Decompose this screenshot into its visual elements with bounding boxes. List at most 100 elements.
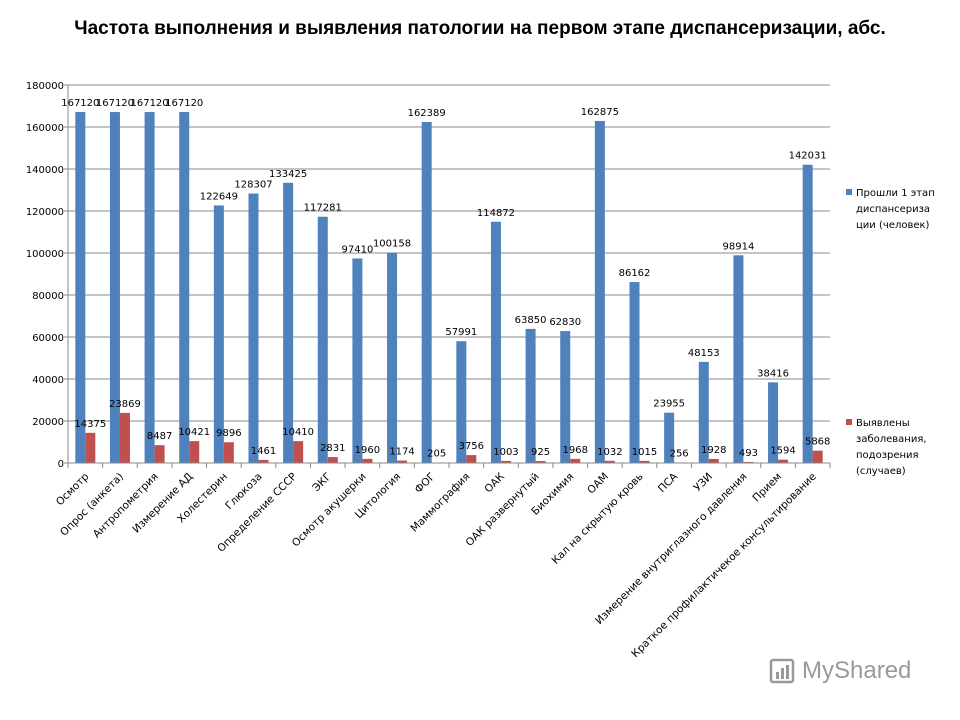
bar-detected — [223, 442, 234, 463]
data-label: 3756 — [459, 441, 484, 452]
bar-detected — [500, 460, 511, 463]
data-label: 23869 — [109, 399, 141, 410]
data-label: 8487 — [147, 431, 172, 442]
x-category-label: ОАК — [482, 470, 507, 495]
bar-passed — [109, 112, 120, 463]
bar-passed — [352, 258, 363, 463]
data-label: 167120 — [61, 98, 99, 109]
legend-label: Прошли 1 этап — [856, 188, 935, 199]
data-label: 1003 — [493, 447, 518, 458]
data-label: 62830 — [549, 317, 581, 328]
bar-detected — [189, 441, 200, 463]
data-label: 114872 — [477, 208, 515, 219]
data-label: 98914 — [723, 241, 755, 252]
data-label: 1960 — [355, 445, 380, 456]
legend-label: диспансериза — [856, 204, 930, 215]
bar-passed — [75, 112, 86, 463]
bar-passed — [802, 164, 813, 463]
data-label: 86162 — [619, 268, 651, 279]
data-label: 10421 — [178, 427, 210, 438]
y-tick-label: 40000 — [32, 375, 64, 386]
data-label: 167120 — [165, 98, 203, 109]
bar-detected — [604, 460, 615, 463]
data-label: 167120 — [96, 98, 134, 109]
legend-label: ции (человек) — [856, 220, 930, 231]
y-tick-label: 60000 — [32, 333, 64, 344]
bar-detected — [362, 458, 373, 463]
data-label: 57991 — [445, 327, 477, 338]
chart-logo-icon — [769, 658, 795, 684]
data-label: 5868 — [805, 437, 830, 448]
data-label: 142031 — [789, 151, 827, 162]
x-category-label: ФОГ — [413, 471, 438, 496]
x-category-label: ПСА — [656, 470, 681, 495]
legend-swatch — [846, 189, 852, 195]
data-label: 9896 — [216, 428, 241, 439]
bar-passed — [490, 221, 501, 463]
data-label: 63850 — [515, 315, 547, 326]
x-category-label: Антропометрия — [91, 471, 161, 541]
y-tick-label: 140000 — [26, 165, 64, 176]
bar-detected — [258, 459, 269, 463]
bar-passed — [248, 193, 259, 463]
data-label: 10410 — [282, 427, 314, 438]
data-label: 925 — [531, 447, 550, 458]
legend-label: Выявлены — [856, 418, 910, 429]
data-label: 128307 — [234, 180, 272, 191]
y-tick-label: 20000 — [32, 417, 64, 428]
bar-detected — [639, 460, 650, 463]
bar-detected — [154, 445, 165, 463]
bar-detected — [812, 450, 823, 463]
bar-passed — [179, 112, 190, 463]
bar-passed — [733, 255, 744, 463]
bar-detected — [778, 459, 789, 463]
data-label: 23955 — [653, 399, 685, 410]
watermark-text: MyShared — [802, 657, 912, 684]
x-category-label: УЗИ — [692, 471, 715, 494]
data-label: 162389 — [408, 108, 446, 119]
data-label: 117281 — [304, 203, 342, 214]
bar-passed — [698, 361, 709, 463]
data-label: 167120 — [130, 98, 168, 109]
data-label: 14375 — [74, 419, 106, 430]
data-label: 205 — [427, 449, 446, 460]
x-category-label: ОАМ — [585, 471, 611, 497]
data-label: 48153 — [688, 348, 720, 359]
data-label: 1032 — [597, 447, 622, 458]
data-label: 256 — [670, 448, 689, 459]
y-tick-label: 180000 — [26, 81, 64, 92]
y-tick-label: 100000 — [26, 249, 64, 260]
x-category-label: Опрос (анкета) — [58, 471, 126, 539]
bar-detected — [327, 457, 338, 463]
chart-title: Частота выполнения и выявления патологии… — [74, 18, 886, 39]
data-label: 1461 — [251, 446, 276, 457]
bar-passed — [560, 331, 571, 463]
data-label: 97410 — [342, 244, 374, 255]
bar-detected — [85, 432, 96, 463]
data-label: 38416 — [757, 368, 789, 379]
legend-label: подозрения — [856, 450, 919, 461]
bar-passed — [525, 328, 536, 463]
bar-passed — [144, 112, 155, 463]
bar-passed — [664, 412, 675, 463]
x-category-label: Измерение АД — [130, 471, 195, 536]
x-category-label: Прием — [750, 471, 784, 505]
data-label: 493 — [739, 448, 758, 459]
x-category-label: Маммография — [408, 471, 472, 535]
bar-passed — [629, 282, 640, 463]
bar-passed — [317, 216, 328, 463]
y-tick-label: 0 — [58, 459, 64, 470]
bar-detected — [708, 458, 719, 463]
bar-detected — [293, 441, 304, 463]
bar-detected — [743, 461, 754, 463]
y-tick-label: 120000 — [26, 207, 64, 218]
legend-label: (случаев) — [856, 466, 906, 477]
data-label: 1594 — [770, 446, 795, 457]
y-tick-label: 80000 — [32, 291, 64, 302]
x-category-label: ЭКГ — [310, 471, 333, 494]
bar-passed — [283, 182, 294, 463]
bar-detected — [570, 458, 581, 463]
data-label: 162875 — [581, 107, 619, 118]
data-label: 122649 — [200, 191, 238, 202]
